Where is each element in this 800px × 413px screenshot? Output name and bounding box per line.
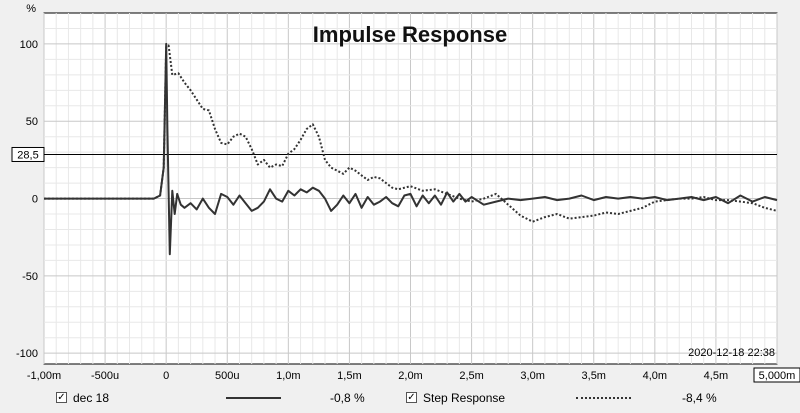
series-1-checkbox[interactable]: ✓ <box>56 392 67 403</box>
x-tick-label: 2,0m <box>398 370 422 382</box>
series-group <box>44 42 778 256</box>
grid <box>43 13 778 364</box>
x-tick-label: 3,5m <box>582 370 606 382</box>
series-line-2 <box>44 44 778 223</box>
x-tick-label: 3,0m <box>520 370 544 382</box>
x-tick-label: -1,00m <box>27 370 61 382</box>
series-2-swatch <box>576 397 631 399</box>
timestamp: 2020-12-18 22:38 <box>688 347 775 359</box>
series-1-readout: -0,8 % <box>330 391 365 405</box>
cursor-value-label: 28,5 <box>17 149 38 161</box>
y-tick-label: -100 <box>16 348 38 360</box>
x-tick-label: -500u <box>91 370 119 382</box>
series-line-1 <box>44 42 778 256</box>
x-tick-label: 2,5m <box>459 370 483 382</box>
y-tick-label: 50 <box>26 116 38 128</box>
legend-bar: ✓ dec 18 -0,8 % ✓ Step Response -8,4 % <box>0 386 800 413</box>
y-tick-label: -50 <box>22 271 38 283</box>
x-tick-label: 4,5m <box>704 370 728 382</box>
x-range-end-box[interactable] <box>753 367 800 383</box>
x-tick-label: 1,5m <box>337 370 361 382</box>
cursor-value-box[interactable] <box>11 146 45 162</box>
series-1-name: dec 18 <box>73 391 110 405</box>
y-axis-unit-label: % <box>26 3 36 15</box>
cursor-line-group[interactable]: 28,5 <box>11 146 777 162</box>
y-tick-label: 100 <box>20 39 38 51</box>
series-2-name: Step Response <box>423 391 506 405</box>
x-tick-label: 5,000m <box>759 370 796 382</box>
chart-title: Impulse Response <box>313 22 507 47</box>
series-2-readout: -8,4 % <box>682 391 717 405</box>
impulse-response-chart: -1,00m -500u 0 500u 1,0m 1,5m 2,0m 2,5m 3,0m 3,5m… <box>11 3 800 383</box>
tick-labels: -1,00m -500u 0 500u 1,0m 1,5m 2,0m 2,5m 3,0m 3,5m… <box>16 39 800 383</box>
x-tick-label: 0 <box>163 370 169 382</box>
x-tick-label: 1,0m <box>276 370 300 382</box>
x-tick-label: 4,0m <box>643 370 667 382</box>
series-2-checkbox[interactable]: ✓ <box>406 392 417 403</box>
y-tick-label: 0 <box>32 194 38 206</box>
x-tick-label: 500u <box>215 370 239 382</box>
series-1-swatch <box>226 397 281 399</box>
